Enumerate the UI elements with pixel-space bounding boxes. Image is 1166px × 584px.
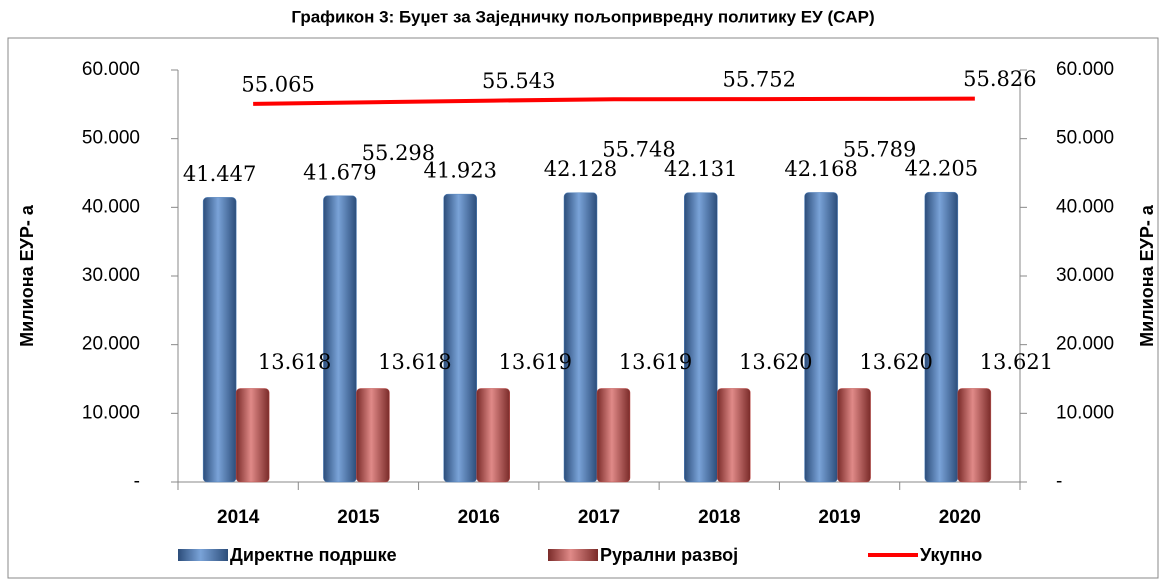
bar — [924, 191, 959, 483]
data-label: 42.205 — [905, 157, 978, 181]
bar — [804, 192, 838, 483]
data-label: 41.923 — [423, 159, 496, 183]
x-tick-label: 2016 — [458, 507, 500, 528]
data-label: 13.619 — [619, 350, 692, 374]
x-tick-label: 2015 — [337, 507, 380, 528]
data-label: 55.826 — [963, 67, 1036, 91]
data-label: 55.543 — [482, 69, 555, 93]
data-label: 55.752 — [723, 68, 796, 92]
x-tick-label: 2019 — [818, 507, 860, 528]
data-label: 13.619 — [498, 350, 571, 374]
x-tick-label: 2014 — [217, 507, 260, 528]
y-tick-label: 50.000 — [82, 128, 140, 149]
legend-label: Директне подршке — [230, 545, 397, 565]
data-label: 42.128 — [544, 157, 617, 181]
legend-label: Рурални развој — [600, 545, 738, 565]
y-tick-label: 40.000 — [82, 196, 140, 217]
bar — [235, 388, 270, 483]
data-label: 41.679 — [303, 160, 376, 184]
y-tick-label: 10.000 — [82, 402, 140, 423]
bar — [717, 388, 751, 483]
y-tick-label: 20.000 — [82, 334, 140, 355]
y2-tick-label: 20.000 — [1056, 334, 1114, 355]
bar — [443, 193, 477, 483]
data-label: 13.618 — [378, 350, 451, 374]
frame — [7, 37, 1159, 579]
legend-swatch — [548, 549, 598, 561]
data-label: 13.620 — [859, 350, 932, 374]
bar — [563, 192, 598, 483]
y-tick-label: 60.000 — [82, 59, 140, 80]
bar — [684, 192, 718, 483]
y2-tick-label: 60.000 — [1056, 59, 1114, 80]
legend-label: Укупно — [920, 545, 982, 565]
data-label: 13.621 — [980, 350, 1053, 374]
y-tick-label: 30.000 — [82, 265, 140, 286]
y2-tick-label: 10.000 — [1056, 402, 1114, 423]
y2-tick-label: 50.000 — [1056, 128, 1114, 149]
x-tick-label: 2020 — [939, 507, 981, 528]
y-tick-label: - — [134, 471, 140, 492]
data-label: 13.618 — [258, 350, 331, 374]
y2-axis-title: Милиона ЕУР- а — [1137, 204, 1157, 347]
data-label: 42.168 — [784, 157, 857, 181]
line — [253, 96, 975, 106]
y-axis-title: Милиона ЕУР- а — [17, 204, 37, 347]
data-label: 55.748 — [602, 138, 675, 162]
data-label: 55.065 — [241, 72, 314, 96]
bar — [596, 388, 631, 483]
y2-tick-label: 40.000 — [1056, 196, 1114, 217]
bar — [476, 388, 510, 483]
data-label: 13.620 — [739, 350, 812, 374]
bar — [323, 195, 357, 483]
bar — [957, 388, 992, 483]
data-label: 55.298 — [362, 141, 435, 165]
bar — [356, 388, 390, 483]
data-label: 41.447 — [183, 162, 256, 186]
y2-tick-label: 30.000 — [1056, 265, 1114, 286]
bar — [202, 197, 237, 483]
x-tick-label: 2017 — [578, 507, 620, 528]
legend-swatch — [178, 549, 228, 561]
bar — [837, 388, 871, 483]
data-label: 42.131 — [664, 157, 737, 181]
x-tick-label: 2018 — [698, 507, 740, 528]
data-label: 55.789 — [843, 137, 916, 161]
y2-tick-label: - — [1056, 471, 1062, 492]
chart-title: Графикон 3: Буџет за Заједничку пољоприв… — [291, 7, 874, 26]
